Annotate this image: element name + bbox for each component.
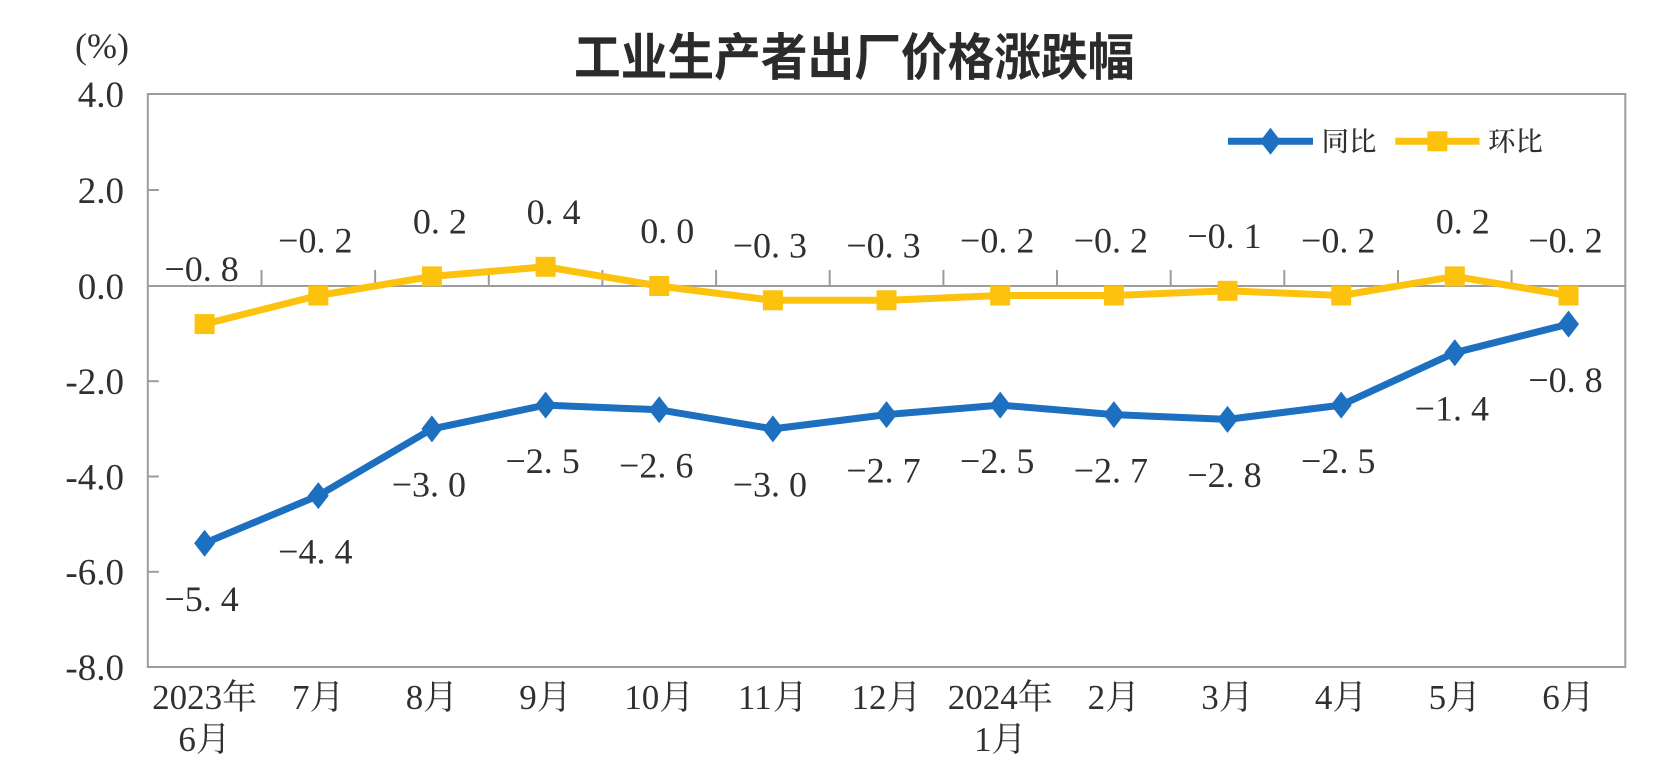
- svg-text:-6.0: -6.0: [65, 553, 124, 594]
- svg-text:−2. 8: −2. 8: [1187, 455, 1261, 495]
- svg-text:0.0: 0.0: [78, 267, 124, 308]
- svg-text:−2. 6: −2. 6: [619, 446, 693, 486]
- svg-text:-4.0: -4.0: [65, 457, 124, 498]
- svg-text:9: 9: [519, 678, 537, 717]
- svg-text:−3. 0: −3. 0: [392, 465, 466, 505]
- svg-text:−0. 3: −0. 3: [846, 225, 920, 265]
- svg-text:2.0: 2.0: [78, 171, 124, 212]
- svg-text:-2.0: -2.0: [65, 362, 124, 403]
- svg-text:4.0: 4.0: [78, 75, 124, 116]
- svg-text:−0. 2: −0. 2: [1528, 221, 1602, 261]
- svg-text:2: 2: [1088, 678, 1106, 717]
- svg-text:0. 2: 0. 2: [413, 201, 467, 241]
- svg-text:2023: 2023: [152, 678, 222, 717]
- svg-text:7: 7: [292, 678, 310, 717]
- svg-text:8: 8: [406, 678, 424, 717]
- svg-text:−5. 4: −5. 4: [164, 579, 238, 619]
- svg-text:−3. 0: −3. 0: [733, 465, 807, 505]
- svg-text:0. 0: 0. 0: [640, 211, 694, 251]
- svg-text:10: 10: [624, 678, 659, 717]
- svg-text:2024: 2024: [948, 678, 1018, 717]
- svg-text:-8.0: -8.0: [65, 648, 124, 689]
- svg-text:6: 6: [1542, 678, 1560, 717]
- svg-text:−0. 2: −0. 2: [960, 221, 1034, 261]
- svg-text:11: 11: [738, 678, 772, 717]
- svg-text:−2. 7: −2. 7: [846, 450, 920, 490]
- svg-text:0. 4: 0. 4: [527, 192, 581, 232]
- svg-text:−2. 7: −2. 7: [1074, 450, 1148, 490]
- svg-text:−2. 5: −2. 5: [505, 441, 579, 481]
- svg-text:−2. 5: −2. 5: [960, 441, 1034, 481]
- svg-text:−0. 3: −0. 3: [733, 225, 807, 265]
- svg-text:4: 4: [1315, 678, 1333, 717]
- svg-text:−0. 1: −0. 1: [1187, 216, 1261, 256]
- svg-text:−4. 4: −4. 4: [278, 531, 352, 571]
- svg-text:6: 6: [178, 720, 196, 759]
- svg-text:−0. 8: −0. 8: [1528, 360, 1602, 400]
- svg-text:−0. 2: −0. 2: [278, 221, 352, 261]
- svg-text:5: 5: [1429, 678, 1447, 717]
- svg-text:3: 3: [1201, 678, 1219, 717]
- svg-text:−0. 2: −0. 2: [1074, 221, 1148, 261]
- svg-text:−0. 8: −0. 8: [164, 249, 238, 289]
- svg-text:(%): (%): [75, 26, 129, 66]
- svg-text:−1. 4: −1. 4: [1415, 389, 1489, 429]
- svg-text:1: 1: [974, 720, 992, 759]
- svg-text:0. 2: 0. 2: [1436, 201, 1490, 241]
- svg-text:−2. 5: −2. 5: [1301, 441, 1375, 481]
- svg-text:−0. 2: −0. 2: [1301, 221, 1375, 261]
- svg-text:12: 12: [852, 678, 887, 717]
